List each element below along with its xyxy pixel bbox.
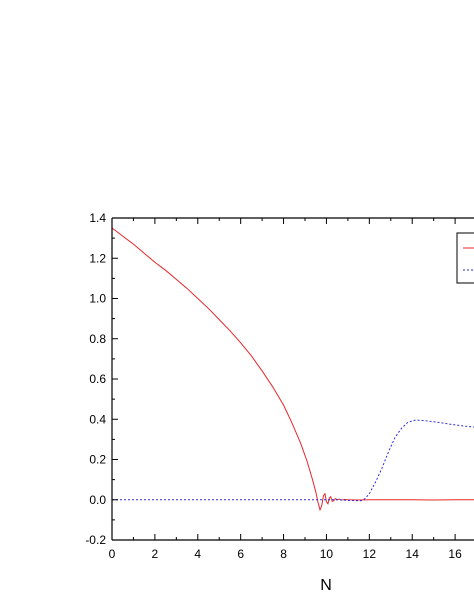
x-axis-title: N [320,577,332,594]
y-tick-label: 0.4 [89,412,106,426]
y-tick-label: 0.8 [89,332,106,346]
y-tick-label: 1.0 [89,292,106,306]
x-tick-label: 4 [194,547,201,561]
series-line-solid [112,227,474,512]
y-tick-label: 0.0 [89,493,106,507]
y-tick-label: 0.2 [89,453,106,467]
y-tick-label: 1.4 [89,211,106,225]
series-line-dashed [112,419,474,502]
x-tick-label: 2 [152,547,159,561]
legend [456,232,474,284]
x-tick-label: 12 [363,547,377,561]
y-tick-label: 1.2 [89,251,106,265]
x-tick-label: 0 [109,547,116,561]
x-tick-label: 10 [320,547,334,561]
y-tick-label: -0.2 [85,533,106,547]
x-tick-label: 16 [448,547,462,561]
legend-box [456,232,474,284]
x-tick-label: 6 [237,547,244,561]
y-tick-label: 0.6 [89,372,106,386]
x-tick-label: 8 [280,547,287,561]
x-tick-label: 14 [406,547,420,561]
